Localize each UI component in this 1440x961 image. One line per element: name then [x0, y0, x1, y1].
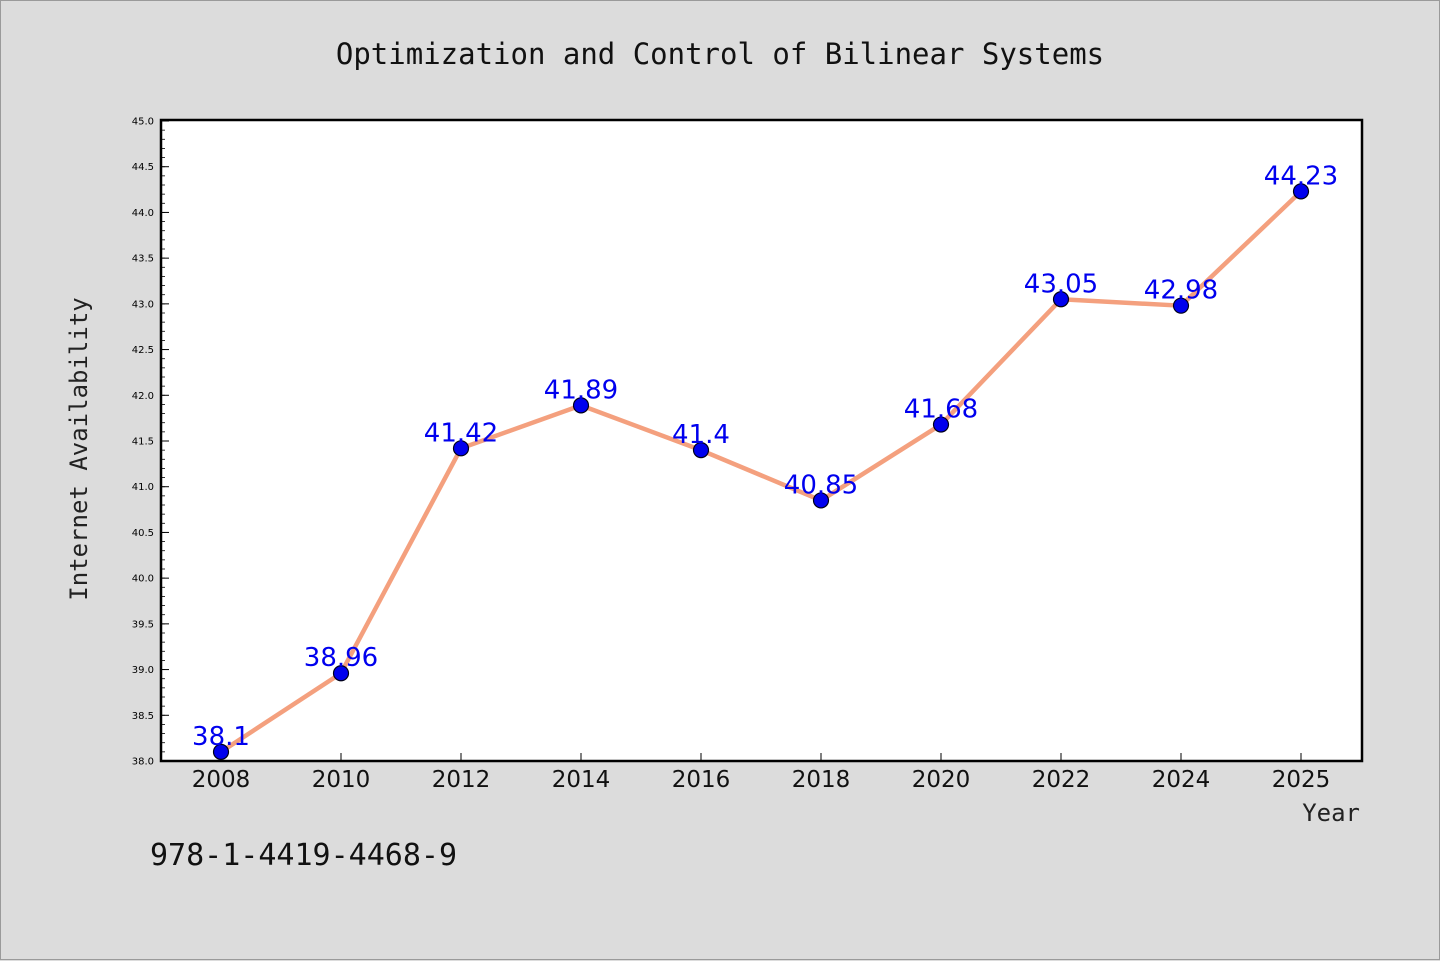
- data-point: [812, 492, 830, 509]
- x-tick-label: 2018: [792, 767, 851, 793]
- y-tick-label: 40.5: [132, 528, 154, 539]
- data-label: 41.4: [672, 420, 730, 450]
- data-label: 41.42: [424, 418, 498, 448]
- data-label: 41.89: [544, 375, 618, 405]
- y-tick-label: 40.0: [132, 574, 154, 585]
- x-tick-label: 2024: [1152, 767, 1211, 793]
- data-label: 43.05: [1024, 269, 1098, 299]
- data-point: [692, 442, 710, 459]
- y-tick-label: 39.5: [132, 619, 154, 630]
- y-axis: 38.0 38.5 39.0 39.5 40.0 40.5 41.0 41.5 42.0 42.5…: [132, 117, 169, 768]
- y-tick-label: 44.0: [132, 208, 154, 219]
- data-label: 44.23: [1264, 161, 1338, 191]
- series-path: [218, 189, 1304, 755]
- x-tick-label: 2010: [312, 767, 371, 793]
- x-tick-label: 2022: [1032, 767, 1091, 793]
- y-tick-label: 44.5: [132, 162, 154, 173]
- x-tick-label: 2008: [192, 767, 251, 793]
- x-axis: 2008 2010 2012 2014 2016 2018 2020 2022 2024 2025: [192, 753, 1331, 793]
- x-tick-label: 2012: [432, 767, 491, 793]
- data-label: 38.1: [192, 722, 250, 752]
- y-tick-label: 43.0: [132, 299, 154, 310]
- y-tick-label: 38.0: [132, 757, 154, 768]
- series-line: [212, 183, 1310, 760]
- y-tick-label: 45.0: [132, 117, 154, 128]
- data-point: [332, 665, 350, 682]
- data-point: [452, 440, 470, 457]
- x-tick-label: 2016: [672, 767, 731, 793]
- y-axis-label: Internet Availability: [65, 297, 93, 600]
- y-tick-label: 43.5: [132, 254, 154, 265]
- y-tick-label: 39.0: [132, 665, 154, 676]
- data-label: 41.68: [904, 395, 978, 425]
- data-labels: 38.1 38.96 41.42 41.89 41.4 40.85 41.68 43.05 42…: [192, 161, 1338, 751]
- data-point: [1292, 183, 1310, 200]
- data-label: 38.96: [304, 643, 378, 673]
- y-tick-label: 38.5: [132, 711, 154, 722]
- data-point: [1052, 291, 1070, 308]
- isbn-label: 978-1-4419-4468-9: [150, 838, 457, 873]
- y-tick-label: 41.0: [132, 482, 154, 493]
- x-tick-label: 2020: [912, 767, 971, 793]
- y-tick-label: 41.5: [132, 437, 154, 448]
- x-tick-label: 2025: [1272, 767, 1331, 793]
- data-point: [932, 416, 950, 433]
- data-point: [1172, 297, 1190, 314]
- data-label: 40.85: [784, 470, 858, 500]
- x-tick-label: 2014: [552, 767, 611, 793]
- chart-title: Optimization and Control of Bilinear Sys…: [336, 37, 1104, 71]
- data-label: 42.98: [1144, 276, 1218, 306]
- data-point: [572, 397, 590, 414]
- y-tick-label: 42.5: [132, 345, 154, 356]
- y-tick-label: 42.0: [132, 391, 154, 402]
- x-axis-label: Year: [1302, 799, 1360, 827]
- data-point: [212, 743, 230, 760]
- plot-area: [159, 118, 1364, 763]
